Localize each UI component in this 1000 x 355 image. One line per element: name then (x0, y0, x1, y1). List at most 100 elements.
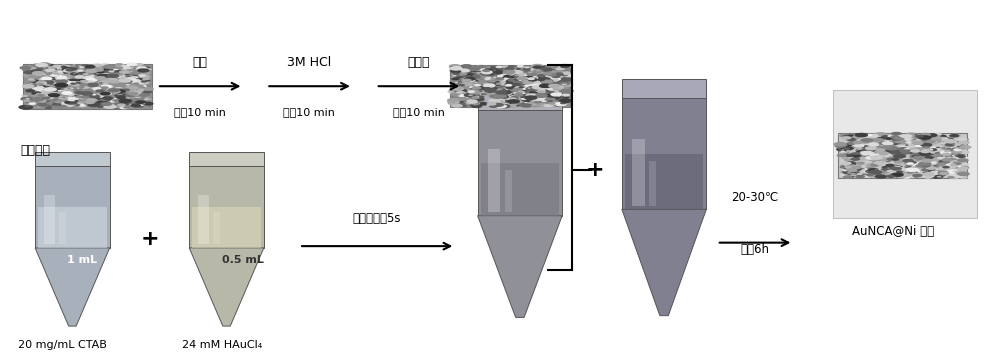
Circle shape (936, 157, 950, 162)
Circle shape (501, 94, 508, 97)
Circle shape (459, 76, 465, 78)
Circle shape (516, 68, 521, 70)
Circle shape (530, 86, 537, 89)
Circle shape (143, 67, 147, 68)
Circle shape (956, 156, 968, 160)
Circle shape (541, 87, 555, 92)
Circle shape (865, 148, 874, 151)
Circle shape (850, 157, 860, 161)
Circle shape (870, 164, 878, 167)
Circle shape (850, 173, 856, 175)
Circle shape (493, 77, 497, 78)
Circle shape (461, 92, 474, 97)
Circle shape (531, 96, 533, 97)
Circle shape (134, 99, 141, 101)
Circle shape (514, 91, 517, 92)
Circle shape (912, 155, 924, 160)
Circle shape (451, 77, 455, 78)
Circle shape (530, 69, 543, 73)
Circle shape (848, 134, 854, 136)
Circle shape (861, 152, 870, 155)
Circle shape (874, 170, 878, 171)
Circle shape (940, 152, 945, 154)
Circle shape (476, 67, 479, 68)
Circle shape (899, 168, 906, 170)
Circle shape (55, 102, 64, 105)
Circle shape (503, 103, 506, 104)
Bar (35, 166, 110, 248)
Circle shape (124, 98, 130, 100)
Text: 24 mM HAuCl₄: 24 mM HAuCl₄ (182, 340, 262, 350)
Circle shape (452, 104, 456, 105)
Circle shape (555, 72, 563, 75)
Circle shape (120, 70, 124, 71)
Circle shape (109, 71, 119, 75)
Circle shape (865, 170, 876, 173)
Circle shape (39, 62, 51, 66)
Circle shape (920, 137, 923, 139)
Circle shape (42, 95, 55, 99)
Circle shape (489, 76, 498, 80)
Circle shape (123, 88, 130, 91)
Circle shape (495, 77, 504, 81)
Circle shape (93, 71, 107, 75)
Circle shape (521, 80, 535, 84)
Circle shape (478, 102, 488, 106)
Circle shape (462, 100, 472, 104)
Circle shape (454, 103, 461, 105)
Circle shape (550, 92, 562, 97)
Circle shape (88, 70, 95, 72)
Circle shape (543, 104, 553, 107)
Circle shape (906, 153, 911, 155)
Circle shape (90, 84, 96, 86)
Circle shape (126, 66, 134, 69)
Circle shape (540, 83, 552, 88)
Circle shape (499, 89, 505, 91)
Circle shape (558, 81, 571, 86)
Circle shape (141, 102, 154, 106)
Circle shape (56, 94, 62, 96)
Circle shape (49, 100, 51, 101)
Circle shape (457, 104, 461, 106)
Circle shape (861, 141, 869, 144)
Circle shape (496, 77, 502, 80)
Circle shape (27, 85, 36, 88)
Circle shape (481, 79, 483, 80)
Circle shape (44, 100, 51, 103)
Circle shape (72, 88, 86, 93)
Circle shape (866, 157, 877, 160)
Circle shape (26, 102, 28, 103)
Circle shape (517, 82, 521, 83)
Circle shape (512, 67, 518, 69)
Circle shape (31, 106, 36, 107)
Circle shape (125, 74, 128, 75)
Circle shape (844, 161, 857, 166)
Circle shape (469, 77, 472, 78)
Circle shape (899, 172, 904, 173)
Circle shape (452, 72, 456, 73)
Circle shape (914, 143, 921, 145)
Circle shape (32, 64, 45, 69)
Circle shape (922, 153, 932, 156)
Circle shape (466, 88, 480, 92)
Circle shape (546, 99, 559, 103)
Circle shape (906, 137, 917, 140)
Circle shape (889, 156, 893, 157)
Circle shape (65, 97, 79, 101)
Circle shape (905, 168, 919, 172)
Circle shape (934, 133, 942, 136)
Circle shape (465, 99, 478, 104)
Circle shape (898, 176, 902, 178)
Circle shape (88, 80, 95, 82)
Circle shape (459, 104, 468, 107)
Circle shape (840, 151, 845, 152)
Circle shape (114, 90, 126, 94)
Bar (189, 152, 264, 166)
Circle shape (487, 92, 492, 94)
Circle shape (133, 91, 141, 94)
Circle shape (920, 149, 931, 153)
Circle shape (56, 75, 67, 79)
Circle shape (851, 142, 854, 143)
Circle shape (53, 84, 58, 86)
Circle shape (454, 76, 459, 77)
